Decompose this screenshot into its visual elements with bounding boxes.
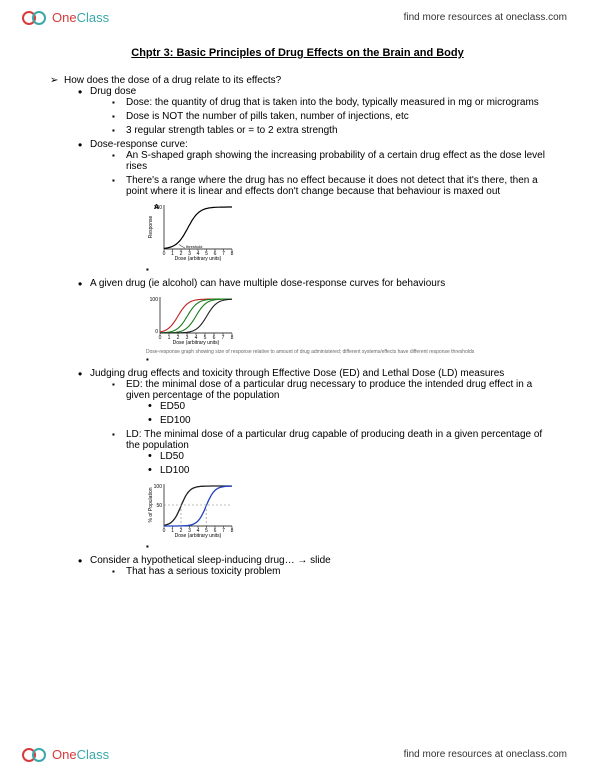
svg-text:% of Population: % of Population (148, 487, 154, 522)
svg-text:0: 0 (163, 251, 166, 257)
chart-single-sigmoid: 012345678thresholdA100ResponseDose (arbi… (146, 201, 545, 261)
svg-text:8: 8 (231, 528, 234, 534)
svg-text:100: 100 (154, 484, 163, 490)
topic-question-text: How does the dose of a drug relate to it… (64, 75, 281, 86)
item-drc-range: There's a range where the drug has no ef… (112, 175, 545, 197)
item-drc-s: An S-shaped graph showing the increasing… (112, 150, 545, 172)
svg-text:7: 7 (222, 335, 225, 341)
item-ed-def: ED: the minimal dose of a particular dru… (112, 379, 545, 426)
svg-text:0: 0 (155, 329, 158, 335)
chart2-marker: ▪ (146, 355, 545, 365)
footer-resources-link[interactable]: find more resources at oneclass.com (404, 749, 567, 760)
page-title: Chptr 3: Basic Principles of Drug Effect… (50, 47, 545, 59)
svg-text:0: 0 (159, 335, 162, 341)
svg-text:1: 1 (171, 528, 174, 534)
item-drug-dose: Drug dose Dose: the quantity of drug tha… (78, 86, 545, 136)
sigmoid-chart-icon: 012345678thresholdA100ResponseDose (arbi… (146, 201, 236, 261)
footer-brand-logo: OneClass (22, 747, 109, 762)
brand-text: OneClass (52, 10, 109, 25)
svg-text:Dose (arbitrary units): Dose (arbitrary units) (175, 256, 222, 261)
svg-text:threshold: threshold (186, 244, 202, 249)
logo-rings-icon (22, 11, 46, 25)
chart-multi-sigmoid: 0123456781000Dose (arbitrary units) (146, 293, 545, 345)
svg-text:1: 1 (171, 251, 174, 257)
item-dose-def: Dose: the quantity of drug that is taken… (112, 97, 545, 108)
svg-text:8: 8 (231, 251, 234, 257)
svg-text:7: 7 (222, 251, 225, 257)
svg-text:7: 7 (222, 528, 225, 534)
multi-sigmoid-chart-icon: 0123456781000Dose (arbitrary units) (146, 293, 236, 345)
item-ed50: ED50 (148, 401, 545, 412)
topic-question: How does the dose of a drug relate to it… (50, 75, 545, 577)
svg-text:1: 1 (168, 335, 171, 341)
brand-class: Class (77, 10, 110, 25)
footer-logo-rings-icon (22, 748, 46, 762)
brand-one: One (52, 10, 77, 25)
brand-logo: OneClass (22, 10, 109, 25)
item-dose-not: Dose is NOT the number of pills taken, n… (112, 111, 545, 122)
footer-brand-text: OneClass (52, 747, 109, 762)
svg-text:Dose (arbitrary units): Dose (arbitrary units) (173, 340, 220, 345)
svg-text:50: 50 (156, 503, 162, 509)
item-three-reg: 3 regular strength tables or = to 2 extr… (112, 125, 545, 136)
item-ld50: LD50 (148, 451, 545, 462)
page-footer: OneClass find more resources at oneclass… (0, 747, 595, 762)
item-hypothetical: Consider a hypothetical sleep-inducing d… (78, 555, 545, 577)
item-judging: Judging drug effects and toxicity throug… (78, 368, 545, 552)
svg-text:0: 0 (163, 528, 166, 534)
item-ld-def: LD: The minimal dose of a particular dru… (112, 429, 545, 476)
svg-text:8: 8 (231, 335, 234, 341)
page-header: OneClass find more resources at oneclass… (0, 0, 595, 33)
svg-text:100: 100 (150, 297, 159, 303)
document-body: Chptr 3: Basic Principles of Drug Effect… (0, 33, 595, 577)
item-drc: Dose-response curve: An S-shaped graph s… (78, 139, 545, 275)
ed-ld-chart-icon: 01234567810050% of PopulationDose (arbit… (146, 480, 236, 538)
chart3-marker: ▪ (146, 542, 545, 552)
svg-text:100: 100 (154, 205, 163, 211)
chart-ed-ld: 01234567810050% of PopulationDose (arbit… (146, 480, 545, 538)
header-resources-link[interactable]: find more resources at oneclass.com (404, 12, 567, 23)
item-toxicity: That has a serious toxicity problem (112, 566, 545, 577)
chart1-marker: ▪ (146, 265, 545, 275)
svg-text:Response: Response (148, 216, 154, 239)
svg-text:Dose (arbitrary units): Dose (arbitrary units) (175, 533, 222, 538)
item-ed100: ED100 (148, 415, 545, 426)
item-ld100: LD100 (148, 465, 545, 476)
item-multiple-curves: A given drug (ie alcohol) can have multi… (78, 278, 545, 365)
